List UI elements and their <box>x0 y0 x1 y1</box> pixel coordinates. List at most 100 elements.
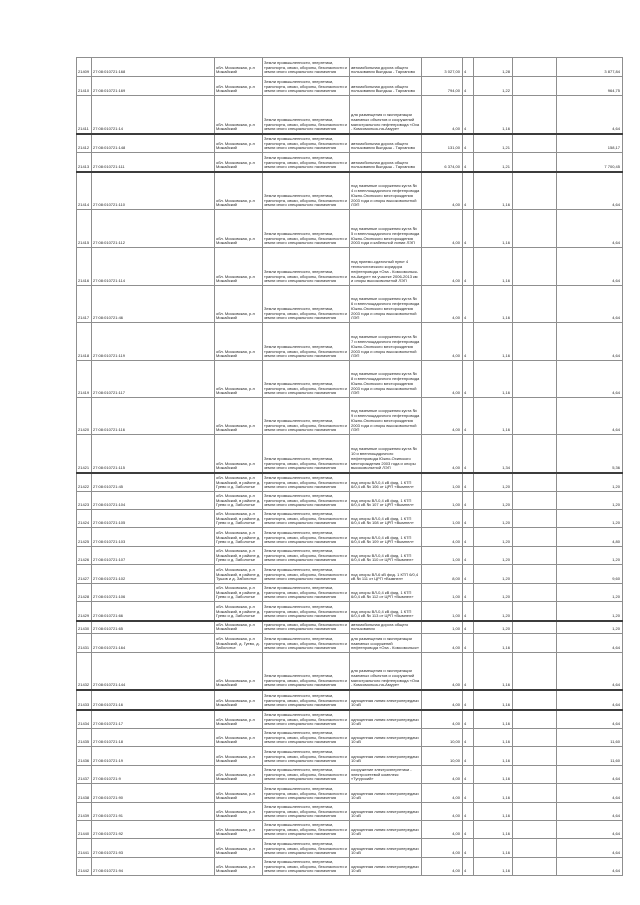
cell-area: 4,00 <box>421 527 463 547</box>
cell-land-category: Земли промышленности, энергетики, трансп… <box>262 360 350 398</box>
cell-land-category: Земли промышленности, энергетики, трансп… <box>262 820 350 839</box>
cell-blank <box>512 527 557 547</box>
cell-row-number: 21411 <box>76 95 92 135</box>
cell-land-category: Земли промышленности, энергетики, трансп… <box>262 152 350 173</box>
cell-blank <box>512 322 557 361</box>
cell-blank <box>512 133 557 153</box>
table-row: 21441 27:08:010721:93 обл. Московская, р… <box>76 838 623 858</box>
cell-blank <box>512 209 557 248</box>
cell-row-number: 21409 <box>76 57 92 77</box>
cell-row-number: 21425 <box>76 527 92 547</box>
cell-land-category: Земли промышленности, энергетики, трансп… <box>262 209 350 248</box>
cell-blank <box>512 285 557 323</box>
cell-cadastral-number: 27:08:010721:106 <box>91 583 215 602</box>
cell-cadastral-number: 27:08:010721:114 <box>91 247 215 286</box>
cell-rate: 1,16 <box>473 322 513 361</box>
cell-cadastral-number: 27:08:010721:115 <box>91 434 215 474</box>
cell-row-number: 21415 <box>76 209 92 248</box>
table-row: 21411 27:08:010721:14 обл. Московская, р… <box>76 95 623 135</box>
cell-location: обл. Московская, р-н Можайский <box>214 285 263 323</box>
cell-permitted-use: одноцепная линия электропередачи 10 кВ <box>349 746 422 766</box>
cell-land-category: Земли промышленности, энергетики, трансп… <box>262 285 350 323</box>
cell-cadastral-value: 4,64 <box>556 652 623 691</box>
cell-cadastral-number: 27:08:010721:14 <box>91 95 215 135</box>
cell-land-category: Земли промышленности, энергетики, трансп… <box>262 509 350 528</box>
cell-group-code: 4 <box>462 247 474 286</box>
cell-area: 1,00 <box>421 491 463 510</box>
table-row: 21427 27:08:010721:102 обл. Московская, … <box>76 564 623 584</box>
cell-cadastral-value: 1,20 <box>556 491 623 510</box>
table-row: 21418 27:08:010721:119 обл. Московская, … <box>76 322 623 361</box>
cell-permitted-use: одноцепная линия электропередачи 10 кВ <box>349 728 422 747</box>
cell-cadastral-number: 27:08:010721:65 <box>91 620 215 634</box>
cell-row-number: 21439 <box>76 802 92 821</box>
cell-blank <box>512 434 557 474</box>
cell-group-code: 4 <box>462 322 474 361</box>
cell-land-category: Земли промышленности, энергетики, трансп… <box>262 564 350 584</box>
cell-area: 6 374,00 <box>421 152 463 173</box>
cell-location: обл. Московская, р-н Можайский <box>214 209 263 248</box>
table-row: 21425 27:08:010721:103 обл. Московская, … <box>76 527 623 547</box>
cell-cadastral-value: 3 877,84 <box>556 57 623 77</box>
cell-group-code: 4 <box>462 76 474 96</box>
cell-group-code: 4 <box>462 491 474 510</box>
cell-permitted-use: под наземные сооружения куста № 5 и внеп… <box>349 209 422 248</box>
cell-row-number: 21413 <box>76 152 92 173</box>
table-row: 21417 27:08:010721:46 обл. Московская, р… <box>76 285 623 323</box>
cell-cadastral-value: 9,60 <box>556 564 623 584</box>
cell-location: обл. Московская, р-н Можайский <box>214 434 263 474</box>
cell-blank <box>512 728 557 747</box>
cell-area: 4,00 <box>421 322 463 361</box>
cell-blank <box>512 802 557 821</box>
cell-land-category: Земли промышленности, энергетики, трансп… <box>262 765 350 784</box>
cell-row-number: 21434 <box>76 709 92 729</box>
cell-permitted-use: для размещения и эксплуатации наземных с… <box>349 633 422 653</box>
table-row: 21421 27:08:010721:115 обл. Московская, … <box>76 434 623 474</box>
cell-cadastral-value: 4,64 <box>556 802 623 821</box>
cell-cadastral-value: 4,64 <box>556 322 623 361</box>
cell-land-category: Земли промышленности, энергетики, трансп… <box>262 171 350 210</box>
cell-rate: 1,20 <box>473 546 513 565</box>
cell-area: 1,00 <box>421 601 463 622</box>
cell-land-category: Земли промышленности, энергетики, трансп… <box>262 728 350 747</box>
cell-cadastral-number: 27:08:010721:111 <box>91 152 215 173</box>
cell-area: 4,00 <box>421 247 463 286</box>
cell-permitted-use: под наземные сооружения куста № 6 и внеп… <box>349 285 422 323</box>
cell-area: 4,00 <box>421 434 463 474</box>
cell-permitted-use: под опоры ВЛ-0,4 кВ фид. 1 КТП 6/0,4 кВ … <box>349 601 422 622</box>
cell-group-code: 4 <box>462 601 474 622</box>
cell-permitted-use: одноцепная линия электропередачи 10 кВ <box>349 802 422 821</box>
cell-group-code: 4 <box>462 765 474 784</box>
table-row: 21439 27:08:010721:91 обл. Московская, р… <box>76 802 623 821</box>
table-row: 21416 27:08:010721:114 обл. Московская, … <box>76 247 623 286</box>
table-row: 21440 27:08:010721:92 обл. Московская, р… <box>76 820 623 839</box>
table-row: 21426 27:08:010721:107 обл. Московская, … <box>76 546 623 565</box>
cell-location: обл. Московская, р-н Можайский, в районе… <box>214 527 263 547</box>
cell-location: обл. Московская, р-н Можайский, в районе… <box>214 583 263 602</box>
table-row: 21422 27:08:010721:45 обл. Московская, р… <box>76 472 623 492</box>
cell-permitted-use: для размещения и эксплуатации наземных о… <box>349 95 422 135</box>
cell-area: 1,00 <box>421 472 463 492</box>
cell-location: обл. Московская, р-н Можайский, д. Гуево… <box>214 633 263 653</box>
cell-location: обл. Московская, р-н Можайский, в районе… <box>214 491 263 510</box>
cell-land-category: Земли промышленности, энергетики, трансп… <box>262 57 350 77</box>
cell-rate: 1,16 <box>473 171 513 210</box>
cell-group-code: 4 <box>462 633 474 653</box>
cell-row-number: 21419 <box>76 360 92 398</box>
cell-group-code: 4 <box>462 802 474 821</box>
cell-row-number: 21417 <box>76 285 92 323</box>
cell-area: 4,00 <box>421 820 463 839</box>
cell-land-category: Земли промышленности, энергетики, трансп… <box>262 247 350 286</box>
cell-area: 10,00 <box>421 728 463 747</box>
cell-area: 10,00 <box>421 746 463 766</box>
cell-row-number: 21427 <box>76 564 92 584</box>
cell-cadastral-number: 27:08:010721:104 <box>91 491 215 510</box>
cell-location: обл. Московская, р-н Можайский <box>214 247 263 286</box>
cell-group-code: 4 <box>462 583 474 602</box>
cell-cadastral-value: 4,64 <box>556 285 623 323</box>
cell-location: обл. Московская, р-н Можайский <box>214 728 263 747</box>
cell-group-code: 4 <box>462 57 474 77</box>
cell-group-code: 4 <box>462 857 474 876</box>
cell-cadastral-value: 4,64 <box>556 857 623 876</box>
cell-cadastral-number: 27:08:010721:19 <box>91 746 215 766</box>
